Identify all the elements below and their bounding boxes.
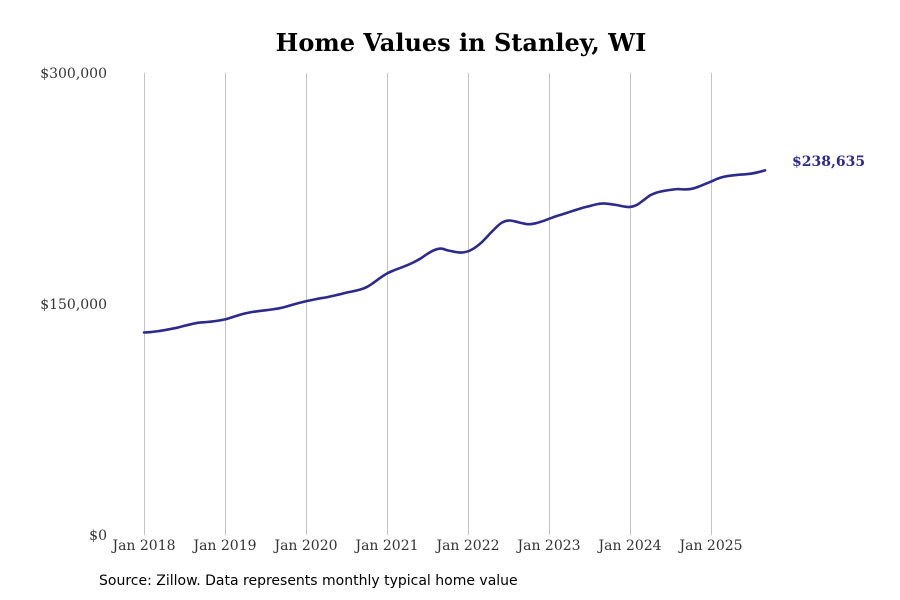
x-axis-tick-labels: Jan 2018 Jan 2019 Jan 2020 Jan 2021 Jan 2022… xyxy=(110,538,742,554)
y-tick-label: $300,000 xyxy=(40,66,107,82)
end-value-label: $238,635 xyxy=(792,154,865,170)
x-tick-label: Jan 2020 xyxy=(272,538,337,554)
x-tick-label: Jan 2018 xyxy=(110,538,175,554)
y-tick-label: $0 xyxy=(89,528,107,544)
x-tick-label: Jan 2019 xyxy=(191,538,256,554)
series-group xyxy=(142,169,767,334)
x-tick-label: Jan 2025 xyxy=(677,538,742,554)
vertical-grid-lines xyxy=(144,73,712,535)
y-axis-tick-labels: $0 $150,000 $300,000 xyxy=(40,66,107,544)
source-note: Source: Zillow. Data represents monthly … xyxy=(99,573,518,589)
x-tick-label: Jan 2021 xyxy=(353,538,418,554)
x-tick-label: Jan 2022 xyxy=(434,538,499,554)
x-tick-label: Jan 2023 xyxy=(515,538,580,554)
chart-title: Home Values in Stanley, WI xyxy=(276,28,647,57)
x-tick-label: Jan 2024 xyxy=(596,538,661,554)
y-tick-label: $150,000 xyxy=(40,297,107,313)
series-line xyxy=(142,169,767,334)
